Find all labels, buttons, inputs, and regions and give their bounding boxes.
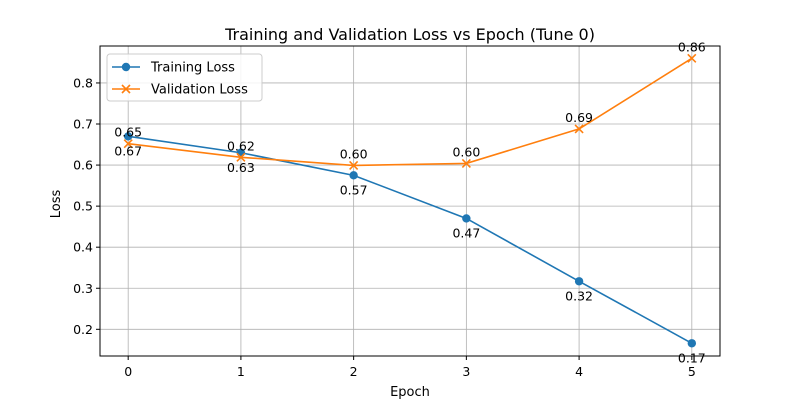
training-loss-point: [123, 132, 133, 141]
training-loss-data-label: 0.63: [227, 160, 255, 175]
training-loss-data-label: 0.57: [340, 182, 368, 197]
y-tick-label: 0.5: [73, 199, 93, 214]
validation-loss-point: [687, 53, 697, 63]
y-tick-label: 0.7: [73, 117, 93, 132]
validation-loss-point: [236, 152, 246, 162]
validation-loss-point: [349, 160, 359, 171]
validation-loss-data-label: 0.62: [227, 138, 255, 153]
validation-loss-point: [461, 158, 471, 168]
plot-frame: [99, 45, 721, 357]
training-loss-point: [349, 171, 358, 180]
series-markers: [123, 53, 697, 348]
y-tick-label: 0.8: [73, 75, 93, 90]
validation-loss-data-label: 0.60: [452, 144, 480, 159]
data-labels: 0.670.630.570.470.320.170.650.620.60 0.60…: [114, 39, 706, 365]
legend-box: [106, 53, 263, 102]
legend-validation-loss-label: Validation Loss: [151, 83, 248, 98]
y-tick-label: 0.4: [73, 240, 93, 255]
legend: Training Loss Validation Loss: [106, 53, 263, 102]
x-tick-label: 3: [462, 364, 470, 379]
x-tick-label: 2: [350, 364, 358, 379]
y-tick-label: 0.6: [73, 158, 93, 173]
y-axis-label: Loss: [49, 190, 64, 219]
legend-training-loss-marker: [121, 62, 131, 72]
legend-validation-loss-marker: [121, 84, 131, 94]
x-tick-label: 4: [575, 364, 583, 379]
validation-loss-data-label: 0.69: [565, 110, 593, 125]
training-loss-point: [687, 339, 697, 348]
chart-title: Training and Validation Loss vs Epoch (T…: [224, 25, 595, 44]
x-tick-label: 5: [688, 364, 696, 379]
validation-loss-point: [574, 124, 584, 134]
validation-loss-line: [128, 57, 693, 167]
grid: [100, 46, 720, 356]
x-axis-label: Epoch: [390, 385, 430, 400]
training-loss-data-label: 0.67: [114, 143, 142, 158]
x-tick-label: 1: [237, 364, 245, 379]
validation-loss-data-label: 0.65: [114, 125, 142, 140]
y-tick-label: 0.2: [73, 322, 93, 337]
training-loss-point: [574, 277, 584, 286]
legend-training-loss-label: Training Loss: [150, 61, 235, 76]
validation-loss-data-label: 0.86: [678, 39, 706, 54]
validation-loss-data-label: 0.60: [340, 146, 368, 161]
training-loss-line: [128, 135, 693, 344]
axis-ticks: 0 1 2 3 4 5 0.2 0.3 0.4 0.5 0.6 0.7 0.8: [73, 75, 696, 379]
validation-loss-point: [123, 139, 133, 149]
training-loss-data-label: 0.47: [452, 225, 480, 240]
training-loss-point: [462, 214, 471, 223]
training-loss-data-label: 0.32: [565, 288, 593, 303]
y-tick-label: 0.3: [73, 281, 93, 296]
series-lines: [128, 57, 693, 344]
x-tick-label: 0: [124, 364, 132, 379]
